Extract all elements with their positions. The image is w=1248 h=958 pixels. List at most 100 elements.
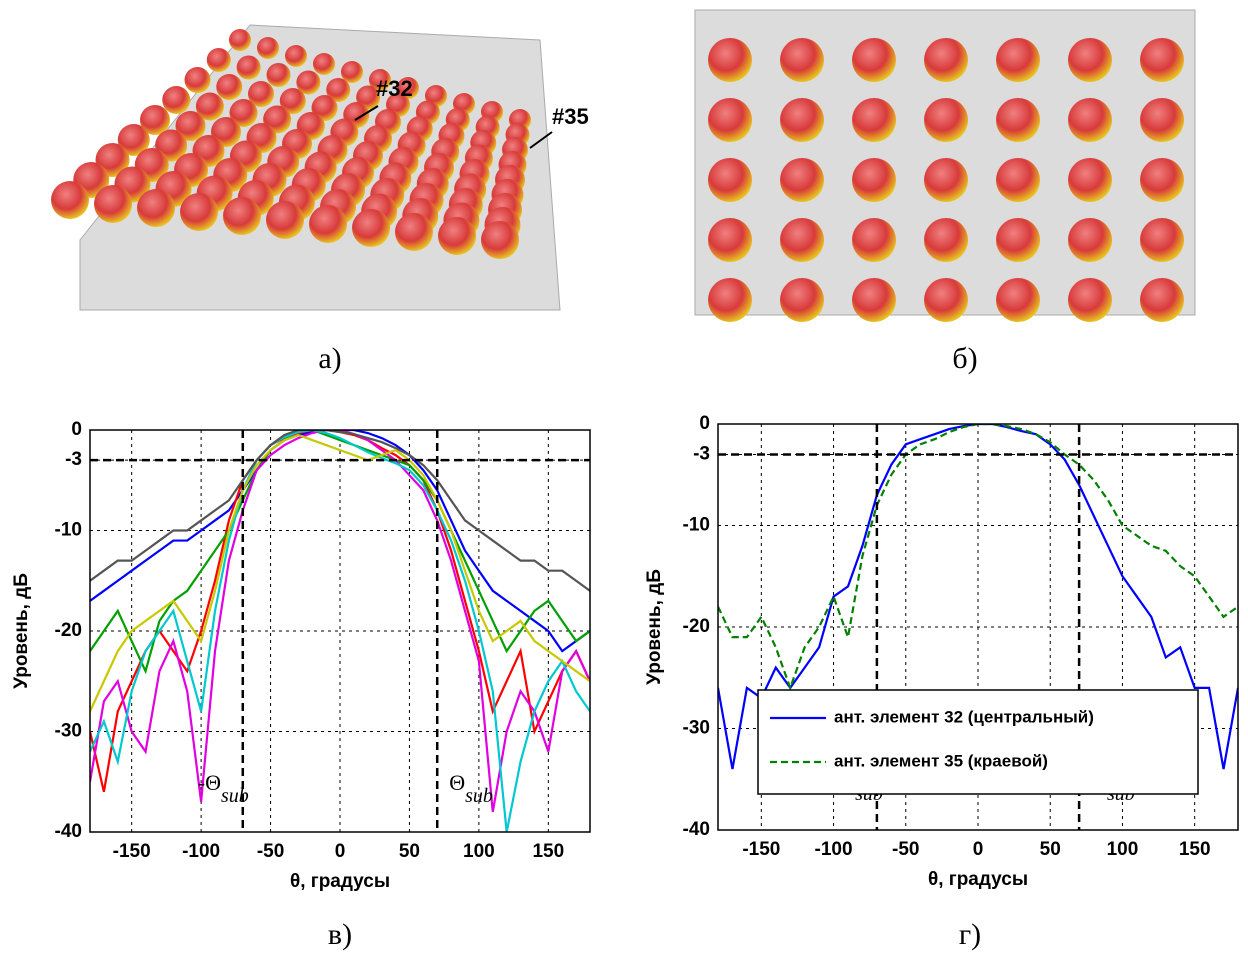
element-pattern [229, 29, 251, 51]
element-pattern [1068, 158, 1112, 202]
caption: б) [952, 342, 977, 375]
element-pattern [195, 92, 224, 121]
x-tick-label: -150 [742, 839, 780, 860]
y-tick-label: -10 [55, 520, 82, 541]
x-tick-label: -50 [892, 839, 919, 860]
element-pattern [248, 81, 274, 107]
x-tick-label: 0 [335, 841, 346, 862]
annotation-text: Θ [449, 770, 465, 795]
x-tick-label: -100 [182, 841, 220, 862]
legend-label: ант. элемент 35 (краевой) [834, 751, 1048, 770]
y-tick-label: -40 [55, 821, 82, 842]
annotation: -Θsub [198, 770, 249, 807]
element-pattern [257, 37, 279, 59]
x-tick-label: -50 [257, 841, 284, 862]
element-pattern [162, 86, 191, 114]
element-pattern [296, 70, 321, 95]
element-pattern [996, 98, 1040, 142]
annotation: #32 [376, 76, 413, 101]
element-pattern [137, 189, 175, 227]
caption: в) [328, 918, 352, 951]
x-tick-label: 150 [1179, 839, 1211, 860]
element-pattern [1140, 98, 1184, 142]
element-pattern [1140, 218, 1184, 262]
annotation-sub: sub [221, 785, 249, 807]
element-pattern [397, 77, 419, 99]
element-pattern [852, 158, 896, 202]
element-pattern [395, 213, 433, 251]
element-pattern [326, 78, 351, 102]
series-line [90, 430, 590, 592]
annotation-text: -Θ [198, 770, 221, 795]
y-tick-label: -3 [693, 443, 710, 464]
y-axis-label: Уровень, дБ [644, 569, 665, 685]
element-pattern [206, 48, 231, 72]
y-tick-label: -40 [683, 819, 710, 840]
annotation-sub: sub [465, 785, 493, 807]
element-pattern [852, 218, 896, 262]
element-pattern [780, 158, 824, 202]
element-pattern [924, 158, 968, 202]
element-pattern [352, 209, 390, 247]
x-tick-label: -100 [815, 839, 853, 860]
element-pattern [117, 124, 150, 156]
element-pattern [852, 38, 896, 82]
caption: г) [959, 918, 981, 951]
y-axis-label: Уровень, дБ [11, 573, 32, 689]
element-pattern [309, 205, 347, 243]
series-line [90, 430, 590, 813]
element-pattern [996, 278, 1040, 322]
element-pattern [780, 98, 824, 142]
y-tick-label: -30 [683, 718, 710, 739]
series-line [90, 430, 590, 653]
x-tick-label: 50 [1040, 839, 1061, 860]
series-line [718, 424, 1238, 692]
series-group [718, 424, 1238, 770]
x-axis-label: θ, градусы [928, 869, 1028, 890]
y-tick-label: 0 [71, 419, 82, 440]
element-pattern [780, 218, 824, 262]
plot-frame [89, 429, 591, 833]
element-pattern [180, 193, 218, 231]
element-pattern [924, 218, 968, 262]
y-tick-label: -20 [683, 616, 710, 637]
element-pattern [216, 74, 243, 100]
y-tick-label: 0 [699, 413, 710, 434]
element-pattern [708, 158, 752, 202]
element-pattern [279, 88, 306, 114]
series-line [90, 430, 590, 832]
series-line [718, 424, 1238, 770]
element-pattern [236, 55, 261, 80]
element-pattern [852, 98, 896, 142]
element-pattern [708, 38, 752, 82]
element-pattern [1140, 38, 1184, 82]
caption: а) [318, 342, 341, 375]
x-tick-label: 150 [532, 841, 564, 862]
element-pattern [924, 38, 968, 82]
legend-label: ант. элемент 32 (центральный) [834, 707, 1094, 726]
element-pattern [852, 278, 896, 322]
element-pattern [140, 105, 170, 135]
element-pattern [266, 63, 291, 87]
series-line [90, 433, 590, 712]
x-axis-label: θ, градусы [290, 871, 390, 892]
arrow [354, 105, 379, 121]
element-pattern [924, 278, 968, 322]
element-pattern [184, 67, 211, 93]
element-pattern [175, 111, 206, 141]
element-pattern [1068, 278, 1112, 322]
x-tick-label: -150 [113, 841, 151, 862]
element-pattern [481, 221, 519, 259]
element-pattern [229, 99, 258, 127]
element-pattern [780, 38, 824, 82]
element-pattern [223, 197, 261, 235]
element-pattern [266, 201, 304, 239]
annotation: #35 [552, 104, 589, 129]
x-tick-label: 0 [973, 839, 984, 860]
plot-area [90, 430, 590, 832]
array-render-a [51, 24, 561, 311]
element-pattern [708, 98, 752, 142]
annotation: Θsub [449, 770, 493, 807]
element-pattern [285, 45, 307, 67]
